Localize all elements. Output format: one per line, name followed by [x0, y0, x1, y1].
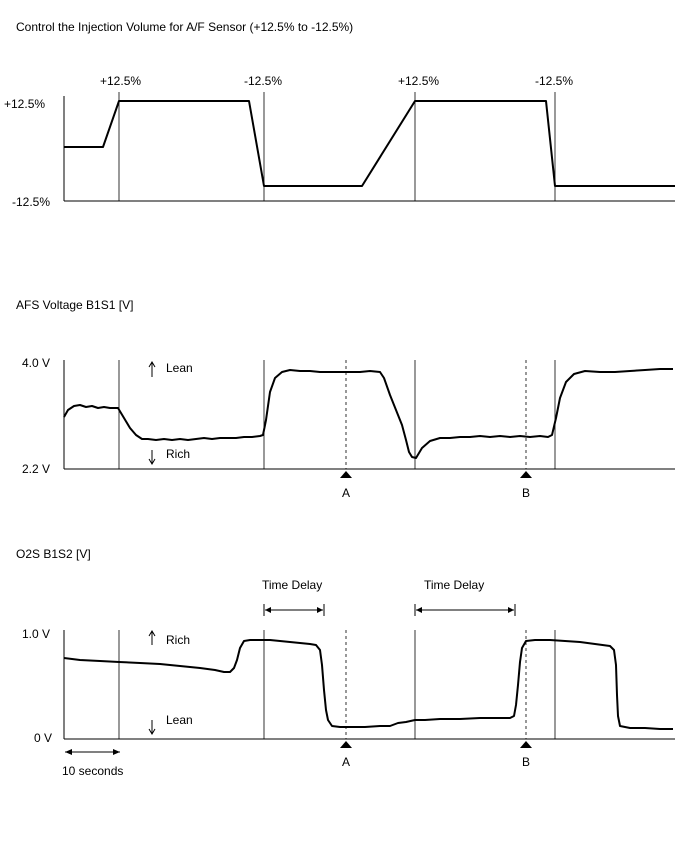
lean-up-arrow-icon — [148, 361, 156, 377]
panel1-y-top-label: +12.5% — [4, 97, 45, 111]
panel2-point-a-label: A — [342, 486, 350, 500]
o2s-voltage-panel: O2S B1S2 [V] Time Delay Time Delay 1.0 V… — [16, 547, 675, 778]
o2s-voltage-trace — [63, 639, 673, 730]
rich-down-arrow-icon — [148, 450, 156, 465]
time-delay-1-arrow-icon — [263, 604, 325, 616]
point-b-marker-icon — [520, 741, 532, 748]
injection-volume-trace — [64, 100, 675, 187]
injection-volume-panel: Control the Injection Volume for A/F Sen… — [4, 20, 675, 209]
panel1-y-bottom-label: -12.5% — [12, 195, 50, 209]
panel2-y-top-label: 4.0 V — [22, 356, 50, 370]
panel2-point-b-label: B — [522, 486, 530, 500]
panel1-marker-label: +12.5% — [398, 74, 439, 88]
panel3-point-b-label: B — [522, 755, 530, 769]
panel2-title: AFS Voltage B1S1 [V] — [16, 298, 133, 312]
panel3-y-top-label: 1.0 V — [22, 627, 50, 641]
panel3-title: O2S B1S2 [V] — [16, 547, 91, 561]
panel1-marker-label: -12.5% — [244, 74, 282, 88]
panel1-marker-label: +12.5% — [100, 74, 141, 88]
panel2-y-bottom-label: 2.2 V — [22, 462, 50, 476]
panel3-y-bottom-label: 0 V — [34, 731, 52, 745]
point-a-marker-icon — [340, 471, 352, 478]
time-delay-2-arrow-icon — [414, 604, 516, 616]
panel3-delay-label-1: Time Delay — [262, 578, 322, 592]
time-scale-arrow-icon — [65, 749, 120, 755]
panel3-point-a-label: A — [342, 755, 350, 769]
panel3-lean-label: Lean — [166, 713, 193, 727]
afs-voltage-trace — [63, 368, 673, 459]
lean-down-arrow-icon — [148, 720, 156, 735]
afs-voltage-panel: AFS Voltage B1S1 [V] 4.0 V 2.2 V Lean Ri… — [16, 298, 675, 500]
time-scale-label: 10 seconds — [62, 764, 123, 778]
panel3-delay-label-2: Time Delay — [424, 578, 484, 592]
panel3-rich-label: Rich — [166, 633, 190, 647]
panel2-rich-label: Rich — [166, 447, 190, 461]
rich-up-arrow-icon — [148, 630, 156, 645]
panel1-marker-label: -12.5% — [535, 74, 573, 88]
point-a-marker-icon — [340, 741, 352, 748]
panel1-title: Control the Injection Volume for A/F Sen… — [16, 20, 353, 34]
point-b-marker-icon — [520, 471, 532, 478]
panel2-lean-label: Lean — [166, 361, 193, 375]
